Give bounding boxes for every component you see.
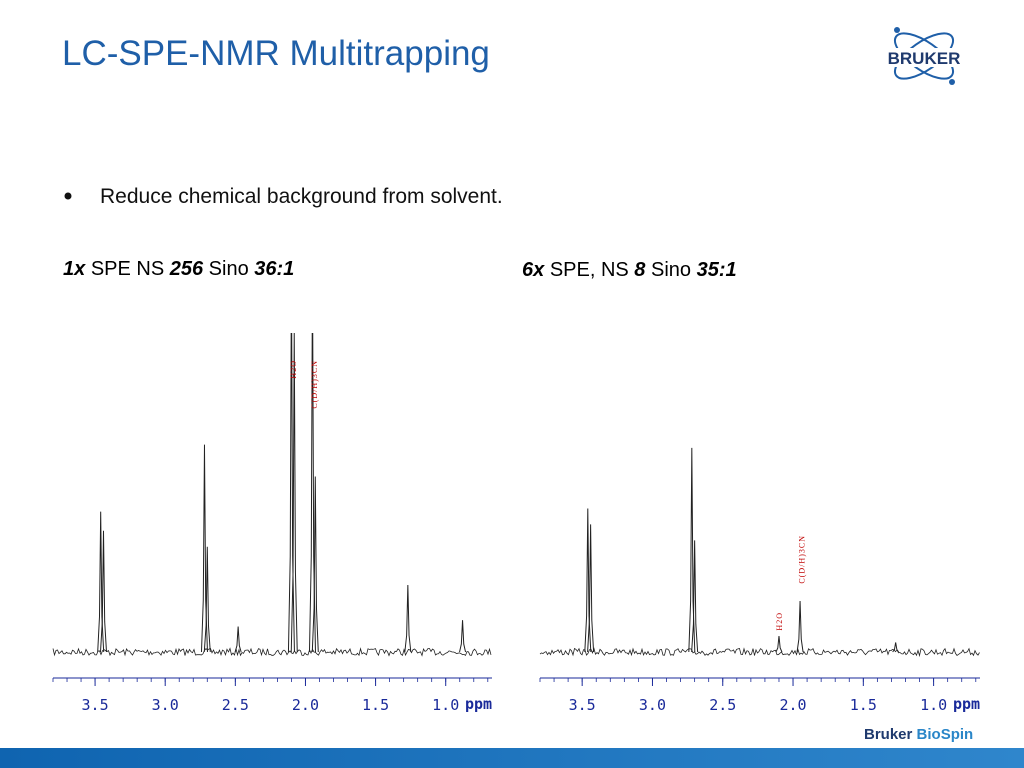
caption-part: SPE NS <box>91 258 164 280</box>
peak <box>404 584 412 653</box>
baseline-noise <box>52 647 492 657</box>
bullet-text: Reduce chemical background from solvent. <box>100 185 503 208</box>
x-axis-label: ppm <box>465 695 492 713</box>
baseline-noise <box>539 647 980 658</box>
x-tick-label: 2.5 <box>222 696 249 714</box>
caption-part: 36:1 <box>254 258 294 280</box>
peak <box>234 626 242 653</box>
x-tick-label: 2.0 <box>779 696 806 714</box>
caption-part: 6x <box>522 259 545 281</box>
peak <box>311 476 319 653</box>
caption: 6x SPE, NS 8 Sino 35:1 <box>522 259 737 281</box>
peak <box>587 524 595 653</box>
x-tick-label: 1.0 <box>432 696 459 714</box>
caption-part: 35:1 <box>697 259 737 281</box>
bullet-dot <box>64 192 72 200</box>
caption: 1x SPE NS 256 Sino 36:1 <box>63 258 294 280</box>
peak <box>584 508 592 653</box>
x-tick-label: 3.0 <box>152 696 179 714</box>
x-tick-label: 2.5 <box>709 696 736 714</box>
peak <box>97 511 105 653</box>
caption-part: SPE, NS <box>550 259 629 281</box>
peak <box>290 333 298 653</box>
logo-text: BRUKER <box>888 49 961 68</box>
x-tick-label: 3.5 <box>82 696 109 714</box>
peak <box>287 333 295 653</box>
peak <box>691 540 699 653</box>
caption-part: 256 <box>169 258 204 280</box>
caption-part: Sino <box>651 259 691 281</box>
peak <box>892 642 900 653</box>
logo: BRUKER <box>872 27 976 85</box>
caption-part: Sino <box>209 258 249 280</box>
x-tick-label: 2.0 <box>292 696 319 714</box>
x-tick-label: 1.0 <box>920 696 947 714</box>
x-tick-label: 3.0 <box>639 696 666 714</box>
x-tick-label: 3.5 <box>569 696 596 714</box>
peak-annotation: C(D/H)3CN <box>797 535 806 584</box>
caption-part: 1x <box>63 258 86 280</box>
peak-annotation: C(D/H)3CN <box>310 360 319 409</box>
peak <box>796 600 804 653</box>
x-tick-label: 1.5 <box>362 696 389 714</box>
x-tick-label: 1.5 <box>850 696 877 714</box>
spectra: H2O C(D/H)3CN 3.5 3.0 2.5 2.0 1.5 1.0 ppm H2O C(D/… <box>52 333 980 714</box>
footer-product: BioSpin <box>917 726 974 743</box>
footer-brand: Bruker <box>864 726 913 743</box>
peak <box>775 636 783 653</box>
footer-bar <box>0 748 1024 768</box>
footer: Bruker BioSpin <box>864 726 973 743</box>
peak <box>99 530 107 653</box>
peak-annotation: H2O <box>775 612 784 631</box>
x-axis-label: ppm <box>953 695 980 713</box>
peak <box>459 620 467 653</box>
spectrum <box>52 333 492 657</box>
slide-title: LC-SPE-NMR Multitrapping <box>62 34 490 73</box>
peak <box>203 546 211 653</box>
spectrum <box>539 447 980 658</box>
caption-part: 8 <box>634 259 646 281</box>
peak-annotation: H2O <box>289 360 298 379</box>
